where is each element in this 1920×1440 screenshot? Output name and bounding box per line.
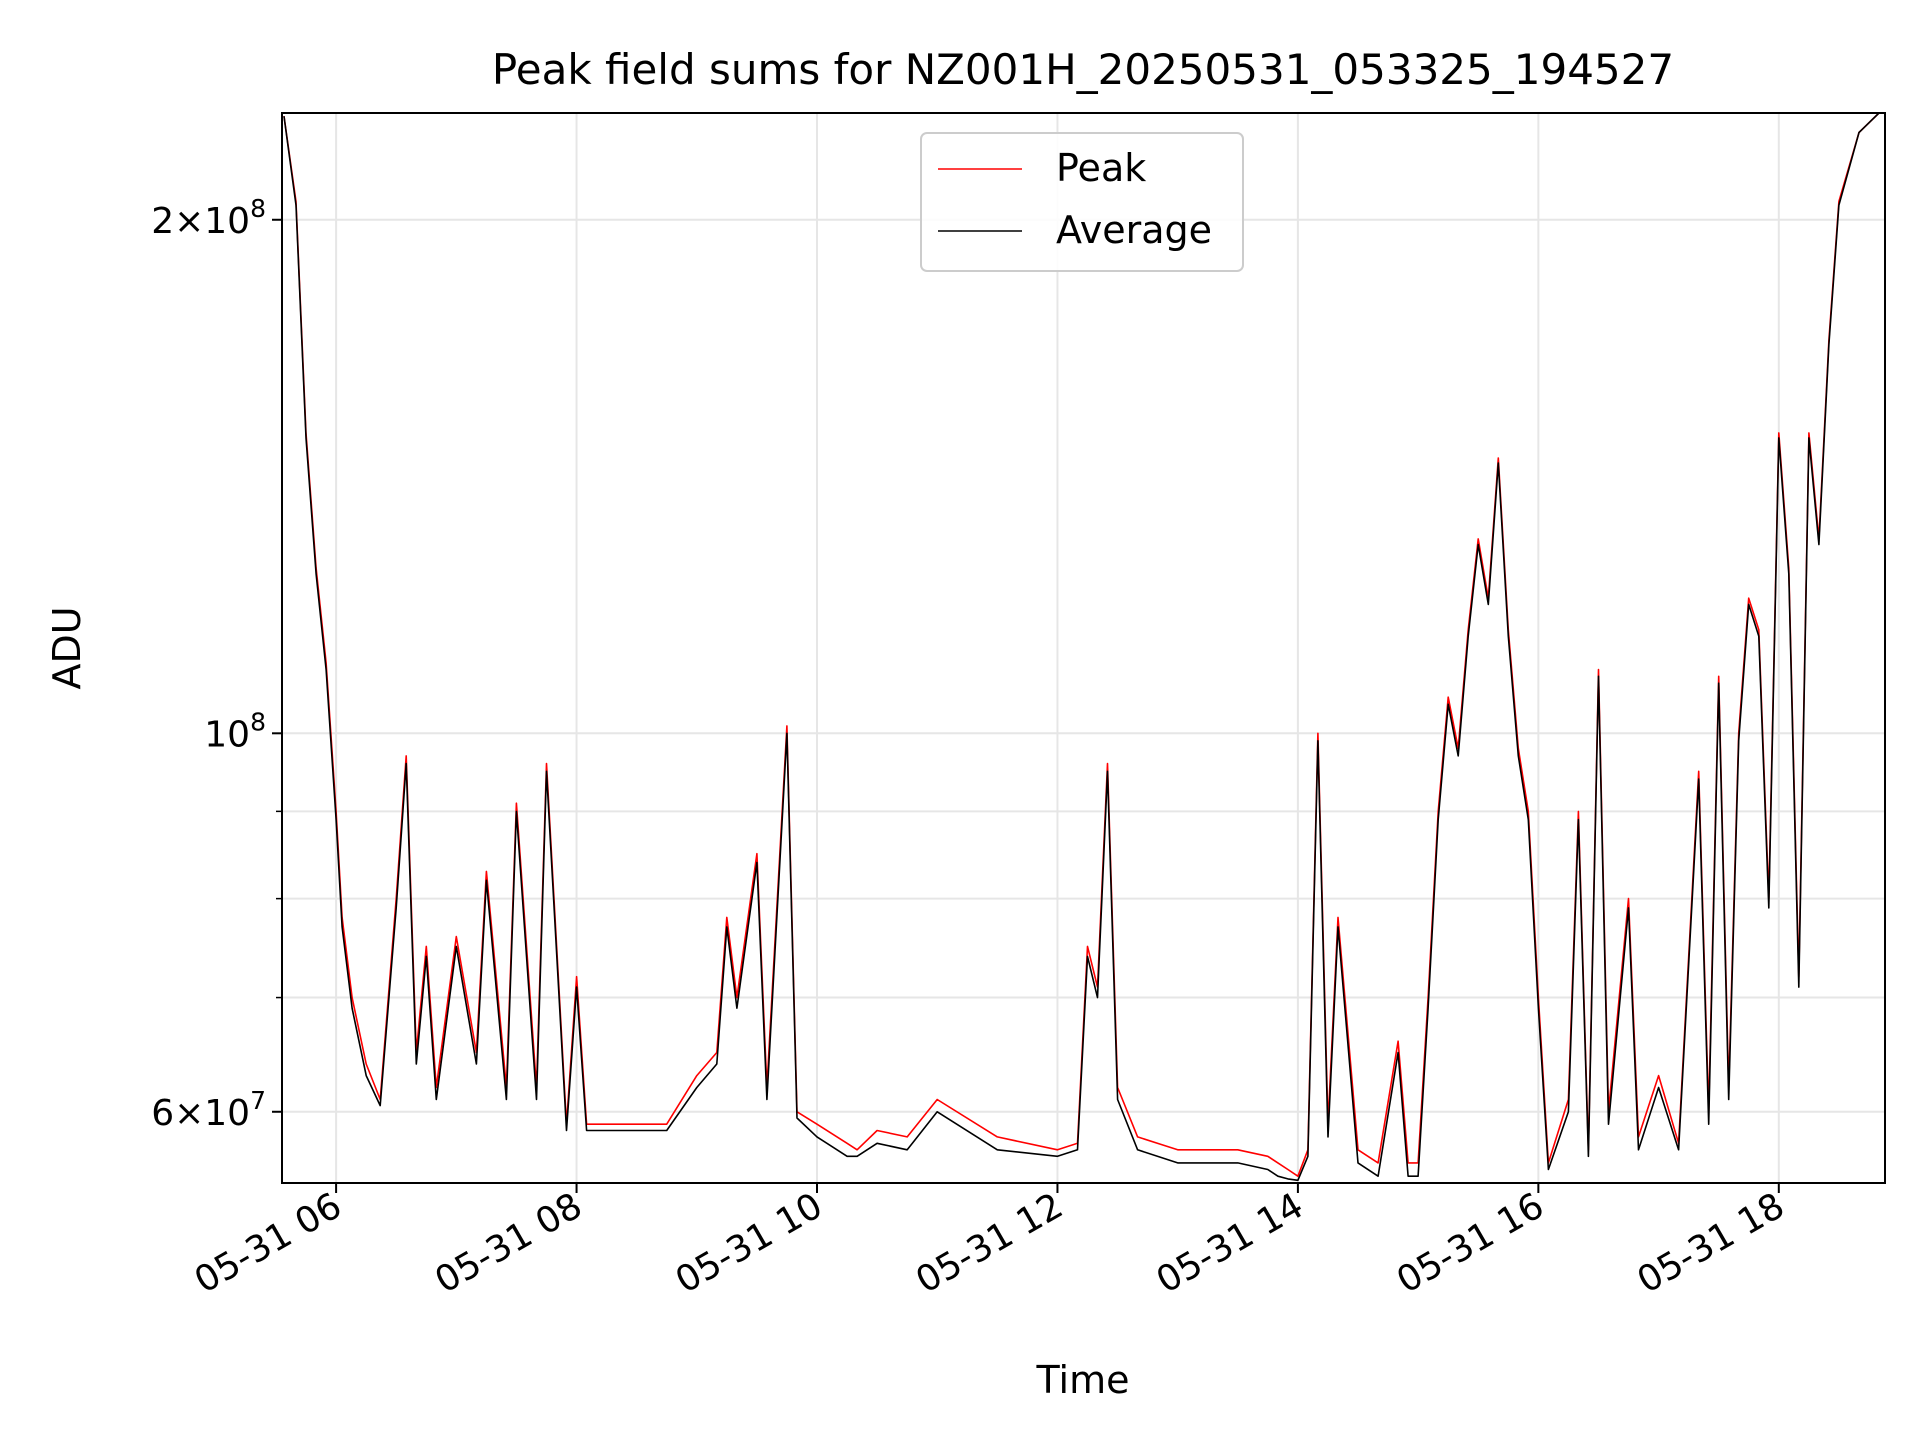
y-tick-label-exponent: 7 <box>250 1086 266 1115</box>
y-tick-label-exponent: 8 <box>250 707 266 736</box>
plot-frame <box>281 112 1886 1184</box>
y-tick-label: 2×108 <box>151 194 266 242</box>
y-tick-label-base: 6×10 <box>151 1093 250 1134</box>
y-tick-label: 108 <box>204 707 266 755</box>
legend: Peak Average <box>920 132 1244 272</box>
series-line-average <box>283 112 1880 1182</box>
chart-title: Peak field sums for NZ001H_20250531_0533… <box>492 45 1674 94</box>
x-axis-label: Time <box>1036 1358 1130 1402</box>
y-axis-label: ADU <box>45 606 89 689</box>
y-tick-label-exponent: 8 <box>250 194 266 223</box>
legend-box <box>920 132 1244 272</box>
series-layer <box>283 112 1880 1182</box>
y-tick-label-base: 10 <box>204 714 250 755</box>
y-tick-label-base: 2×10 <box>151 201 250 242</box>
legend-label-peak: Peak <box>1056 146 1146 190</box>
legend-label-average: Average <box>1056 208 1212 252</box>
y-tick-label: 6×107 <box>151 1086 266 1134</box>
